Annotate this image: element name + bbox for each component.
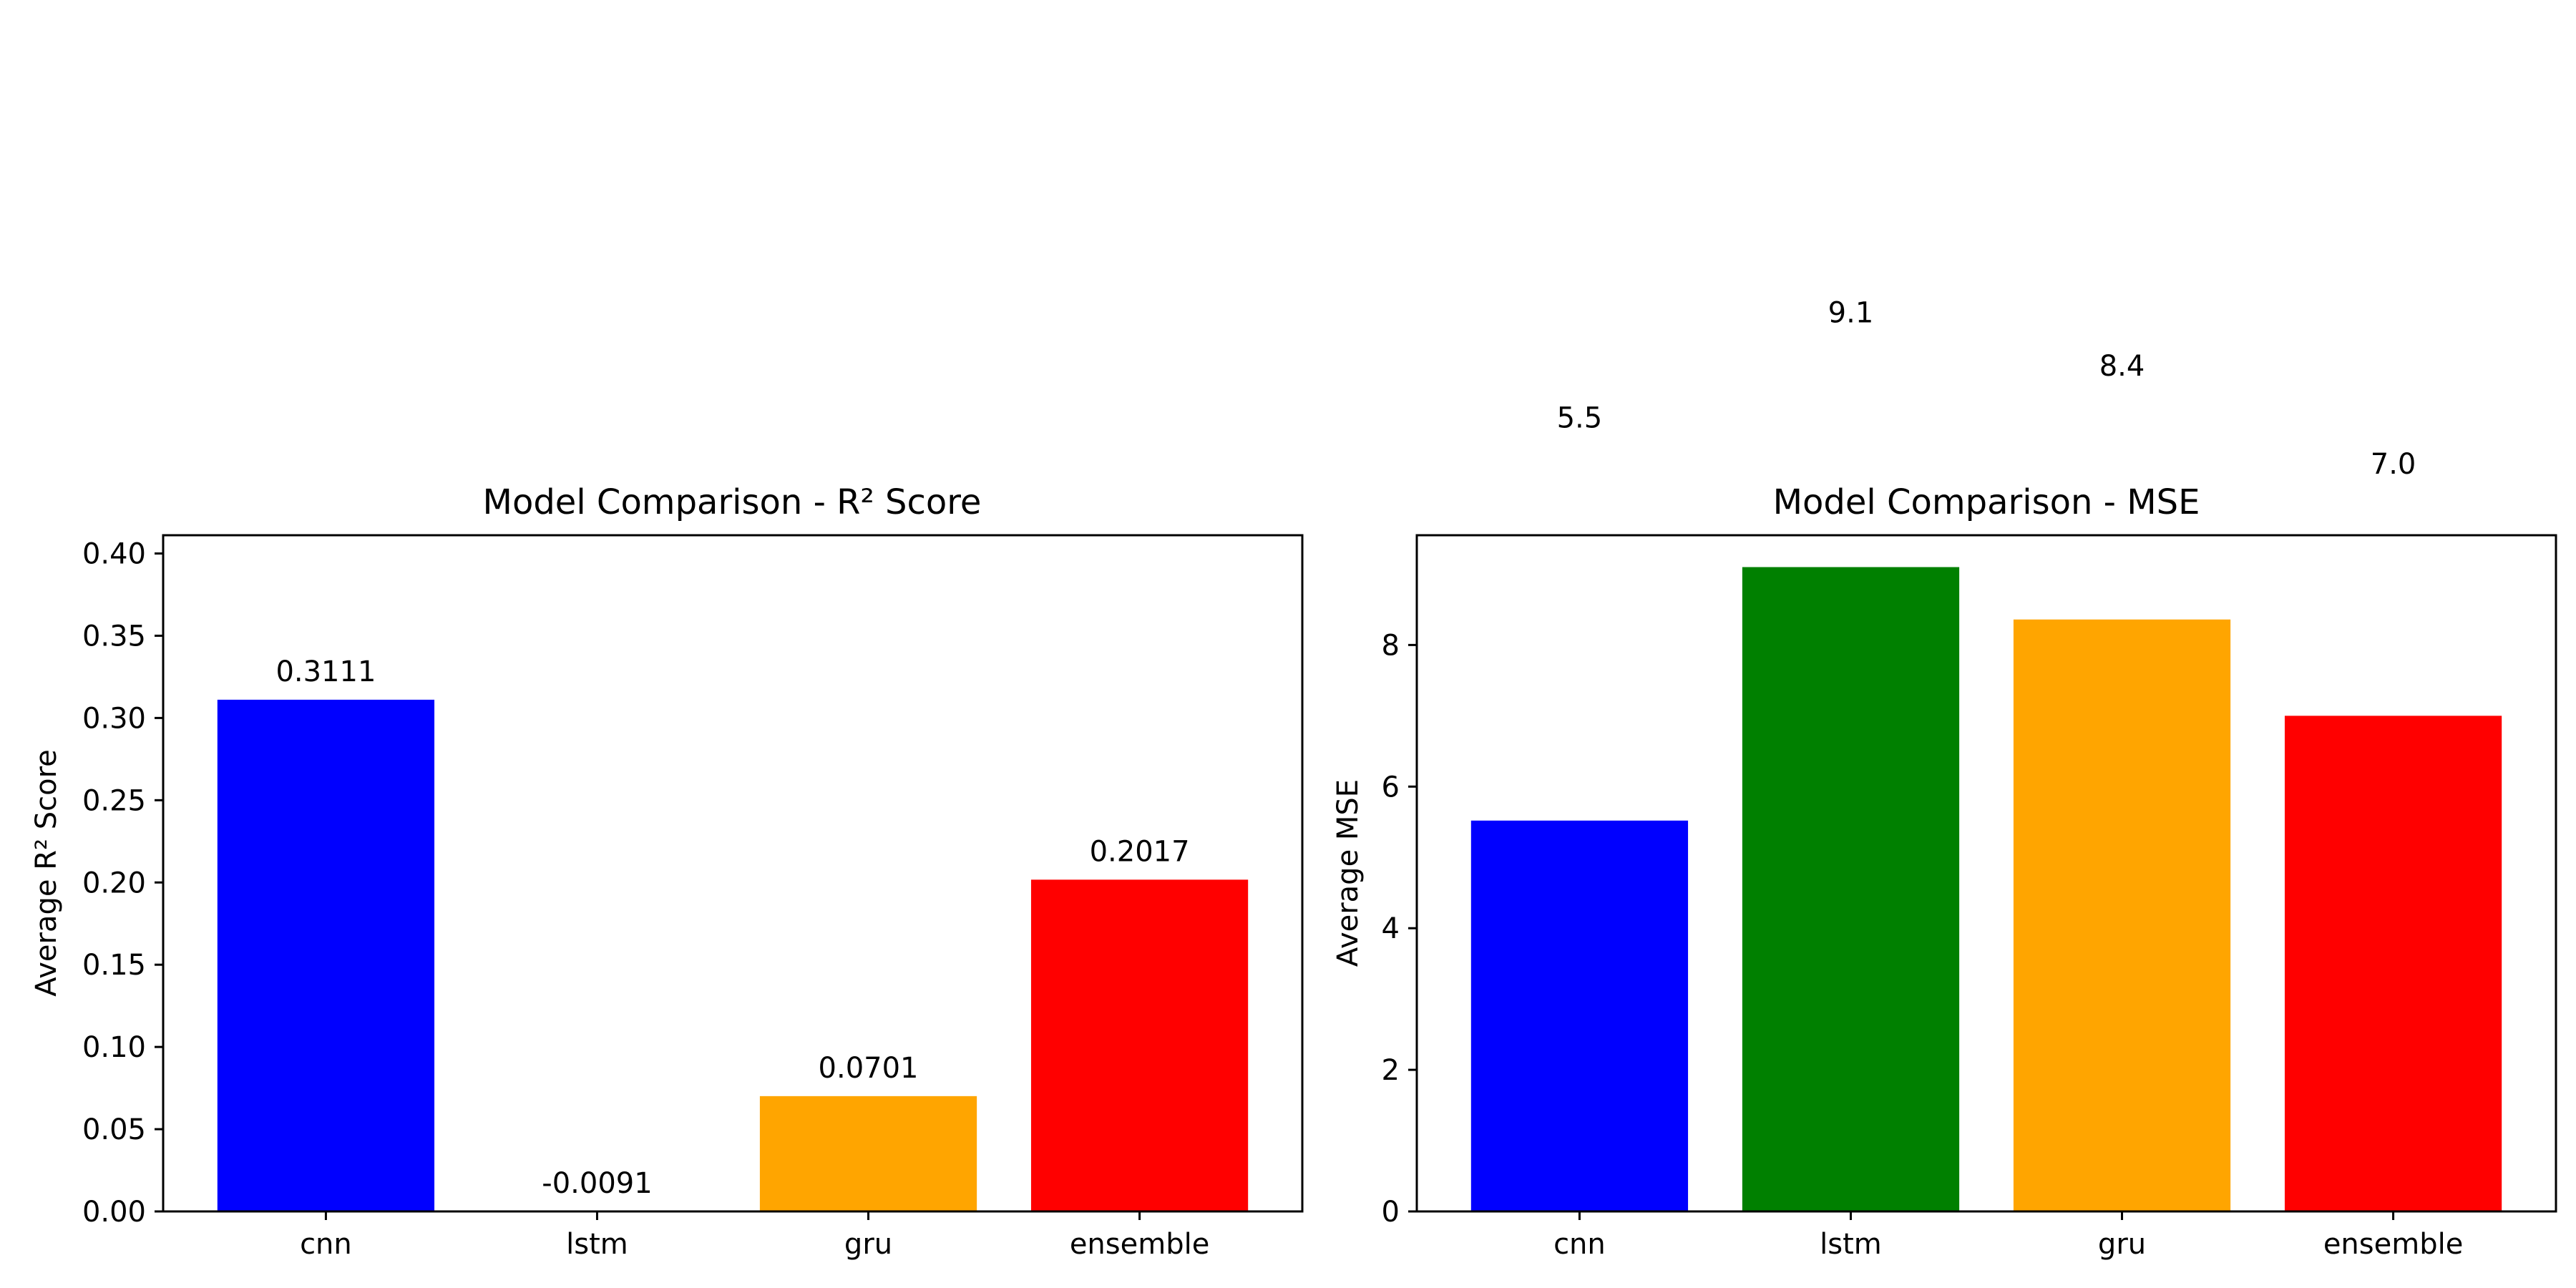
mse-value-labels: 5.5 9.1 8.4 7.0 [1557, 297, 2416, 481]
mse-y-tick-label: 8 [1382, 629, 1400, 662]
r2-value-label: 0.2017 [1090, 835, 1190, 868]
mse-x-tick-label: gru [2098, 1228, 2146, 1261]
mse-x-tick-label: cnn [1553, 1228, 1606, 1261]
mse-bar-lstm [1742, 567, 1960, 1211]
r2-chart-title: Model Comparison - R² Score [483, 482, 982, 522]
r2-value-labels: 0.3111 -0.0091 0.0701 0.2017 [275, 655, 1189, 1200]
mse-bar-gru [2013, 619, 2231, 1211]
r2-chart-panel: Model Comparison - R² Score Average R² S… [30, 482, 1304, 1261]
r2-x-axis: cnn lstm gru ensemble [300, 1211, 1209, 1261]
r2-y-tick-label: 0.15 [82, 949, 146, 982]
r2-x-tick-label: lstm [566, 1228, 628, 1261]
mse-x-tick-label: lstm [1820, 1228, 1882, 1261]
r2-y-tick-label: 0.05 [82, 1113, 146, 1146]
r2-x-tick-label: cnn [300, 1228, 352, 1261]
r2-y-tick-label: 0.00 [82, 1196, 146, 1229]
mse-chart-panel: Model Comparison - MSE Average MSE 5.5 9.… [1332, 297, 2557, 1261]
r2-value-label: 0.3111 [275, 655, 376, 688]
r2-bars [217, 699, 1249, 1211]
mse-y-tick-label: 6 [1382, 771, 1400, 804]
r2-y-tick-label: 0.30 [82, 702, 146, 735]
mse-bars [1470, 567, 2502, 1211]
r2-plot-frame [162, 534, 1304, 1213]
mse-value-label: 7.0 [2371, 448, 2416, 481]
mse-value-label: 5.5 [1557, 401, 1603, 434]
r2-y-tick-label: 0.25 [82, 784, 146, 817]
r2-y-tick-label: 0.40 [82, 538, 146, 571]
mse-x-axis: cnn lstm gru ensemble [1553, 1211, 2463, 1261]
mse-bar-ensemble [2284, 716, 2502, 1211]
mse-y-tick-label: 0 [1382, 1196, 1400, 1229]
r2-value-label: -0.0091 [542, 1167, 652, 1200]
r2-y-axis-label: Average R² Score [30, 749, 63, 997]
mse-x-tick-label: ensemble [2323, 1228, 2464, 1261]
r2-y-tick-label: 0.35 [82, 620, 146, 653]
mse-bar-cnn [1470, 820, 1689, 1211]
r2-bar-cnn [217, 699, 435, 1211]
mse-value-label: 9.1 [1828, 297, 1874, 330]
mse-y-axis: 0 2 4 6 8 [1382, 629, 1417, 1229]
r2-y-tick-label: 0.20 [82, 867, 146, 899]
r2-bar-gru [759, 1096, 977, 1211]
r2-x-tick-label: gru [844, 1228, 892, 1261]
r2-y-axis: 0.00 0.05 0.10 0.15 0.20 0.25 0.30 0.35 0.40 [82, 538, 163, 1229]
mse-value-label: 8.4 [2099, 350, 2145, 383]
r2-y-tick-label: 0.10 [82, 1031, 146, 1064]
mse-plot-frame [1415, 534, 2557, 1213]
mse-chart-title: Model Comparison - MSE [1773, 482, 2200, 522]
mse-y-axis-label: Average MSE [1332, 779, 1365, 967]
r2-x-tick-label: ensemble [1070, 1228, 1210, 1261]
mse-y-tick-label: 2 [1382, 1054, 1400, 1087]
r2-value-label: 0.0701 [819, 1052, 919, 1085]
r2-bar-ensemble [1030, 879, 1249, 1211]
mse-y-tick-label: 4 [1382, 912, 1400, 945]
